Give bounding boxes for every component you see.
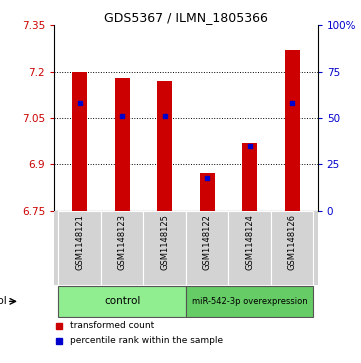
- Bar: [186, 211, 229, 285]
- Bar: [58, 211, 101, 285]
- Bar: [242, 143, 257, 211]
- Bar: [200, 174, 214, 211]
- Bar: [229, 211, 271, 285]
- Title: GDS5367 / ILMN_1805366: GDS5367 / ILMN_1805366: [104, 11, 268, 24]
- Text: protocol: protocol: [0, 296, 7, 306]
- Text: miR-542-3p overexpression: miR-542-3p overexpression: [192, 297, 308, 306]
- Text: GSM1148126: GSM1148126: [288, 214, 297, 270]
- Text: percentile rank within the sample: percentile rank within the sample: [70, 337, 223, 346]
- Text: GSM1148123: GSM1148123: [118, 214, 127, 270]
- Text: GSM1148121: GSM1148121: [75, 214, 84, 270]
- Text: GSM1148122: GSM1148122: [203, 214, 212, 270]
- Bar: [115, 78, 130, 211]
- Bar: [285, 50, 300, 211]
- Bar: [58, 286, 186, 317]
- Bar: [143, 211, 186, 285]
- Text: control: control: [104, 296, 140, 306]
- Text: transformed count: transformed count: [70, 321, 154, 330]
- Bar: [101, 211, 143, 285]
- Text: GSM1148124: GSM1148124: [245, 214, 254, 270]
- Bar: [157, 81, 172, 211]
- Text: GSM1148125: GSM1148125: [160, 214, 169, 270]
- Bar: [72, 72, 87, 211]
- Bar: [186, 286, 313, 317]
- Bar: [271, 211, 313, 285]
